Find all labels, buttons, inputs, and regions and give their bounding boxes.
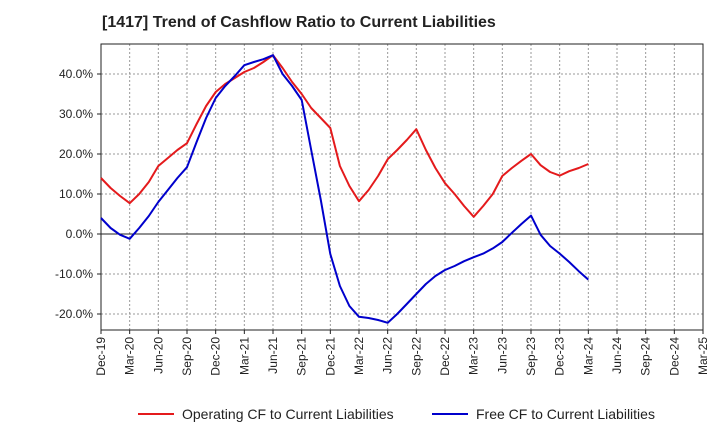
grid: [100, 44, 704, 330]
y-tick-label: 40.0%: [59, 67, 93, 81]
chart-title: [1417] Trend of Cashflow Ratio to Curren…: [102, 14, 496, 31]
x-tick-label: Sep-24: [639, 337, 653, 376]
x-tick-label: Mar-23: [467, 337, 481, 375]
y-tick-label: 20.0%: [59, 147, 93, 161]
legend-label: Free CF to Current Liabilities: [476, 406, 655, 422]
series: [100, 54, 589, 324]
x-tick-label: Dec-22: [438, 337, 452, 376]
x-tick-label: Sep-23: [524, 337, 538, 376]
x-tick-label: Dec-24: [667, 337, 681, 376]
y-tick-label: 0.0%: [66, 227, 94, 241]
x-tick-label: Mar-22: [352, 337, 366, 375]
y-tick-label: -20.0%: [55, 307, 93, 321]
x-tick-label: Mar-25: [696, 337, 710, 375]
x-tick-label: Jun-24: [610, 337, 624, 374]
y-tick-label: -10.0%: [55, 267, 93, 281]
x-tick-label: Sep-21: [295, 337, 309, 376]
x-tick-label: Jun-21: [266, 337, 280, 374]
x-tick-label: Sep-22: [409, 337, 423, 376]
x-tick-label: Jun-23: [495, 337, 509, 374]
x-tick-label: Jun-22: [381, 337, 395, 374]
plot-frame: [100, 43, 704, 331]
x-tick-label: Dec-21: [323, 337, 337, 376]
x-tick-label: Mar-20: [123, 337, 137, 375]
y-tick-label: 10.0%: [59, 187, 93, 201]
operating-cf-line: [100, 54, 589, 218]
x-tick-label: Dec-19: [94, 337, 108, 376]
x-tick-label: Mar-24: [581, 337, 595, 375]
x-tick-label: Dec-23: [553, 337, 567, 376]
x-tick-label: Mar-21: [237, 337, 251, 375]
free-cf-line: [100, 54, 589, 324]
legend-label: Operating CF to Current Liabilities: [182, 406, 394, 422]
x-tick-label: Sep-20: [180, 337, 194, 376]
y-tick-label: 30.0%: [59, 107, 93, 121]
axes: Dec-19 Mar-20 Jun-20 Sep-20 Dec-20 Mar-21 Jun-…: [55, 43, 710, 376]
legend: Operating CF to Current Liabilities Free …: [138, 406, 655, 422]
x-tick-label: Jun-20: [151, 337, 165, 374]
x-tick-label: Dec-20: [209, 337, 223, 376]
